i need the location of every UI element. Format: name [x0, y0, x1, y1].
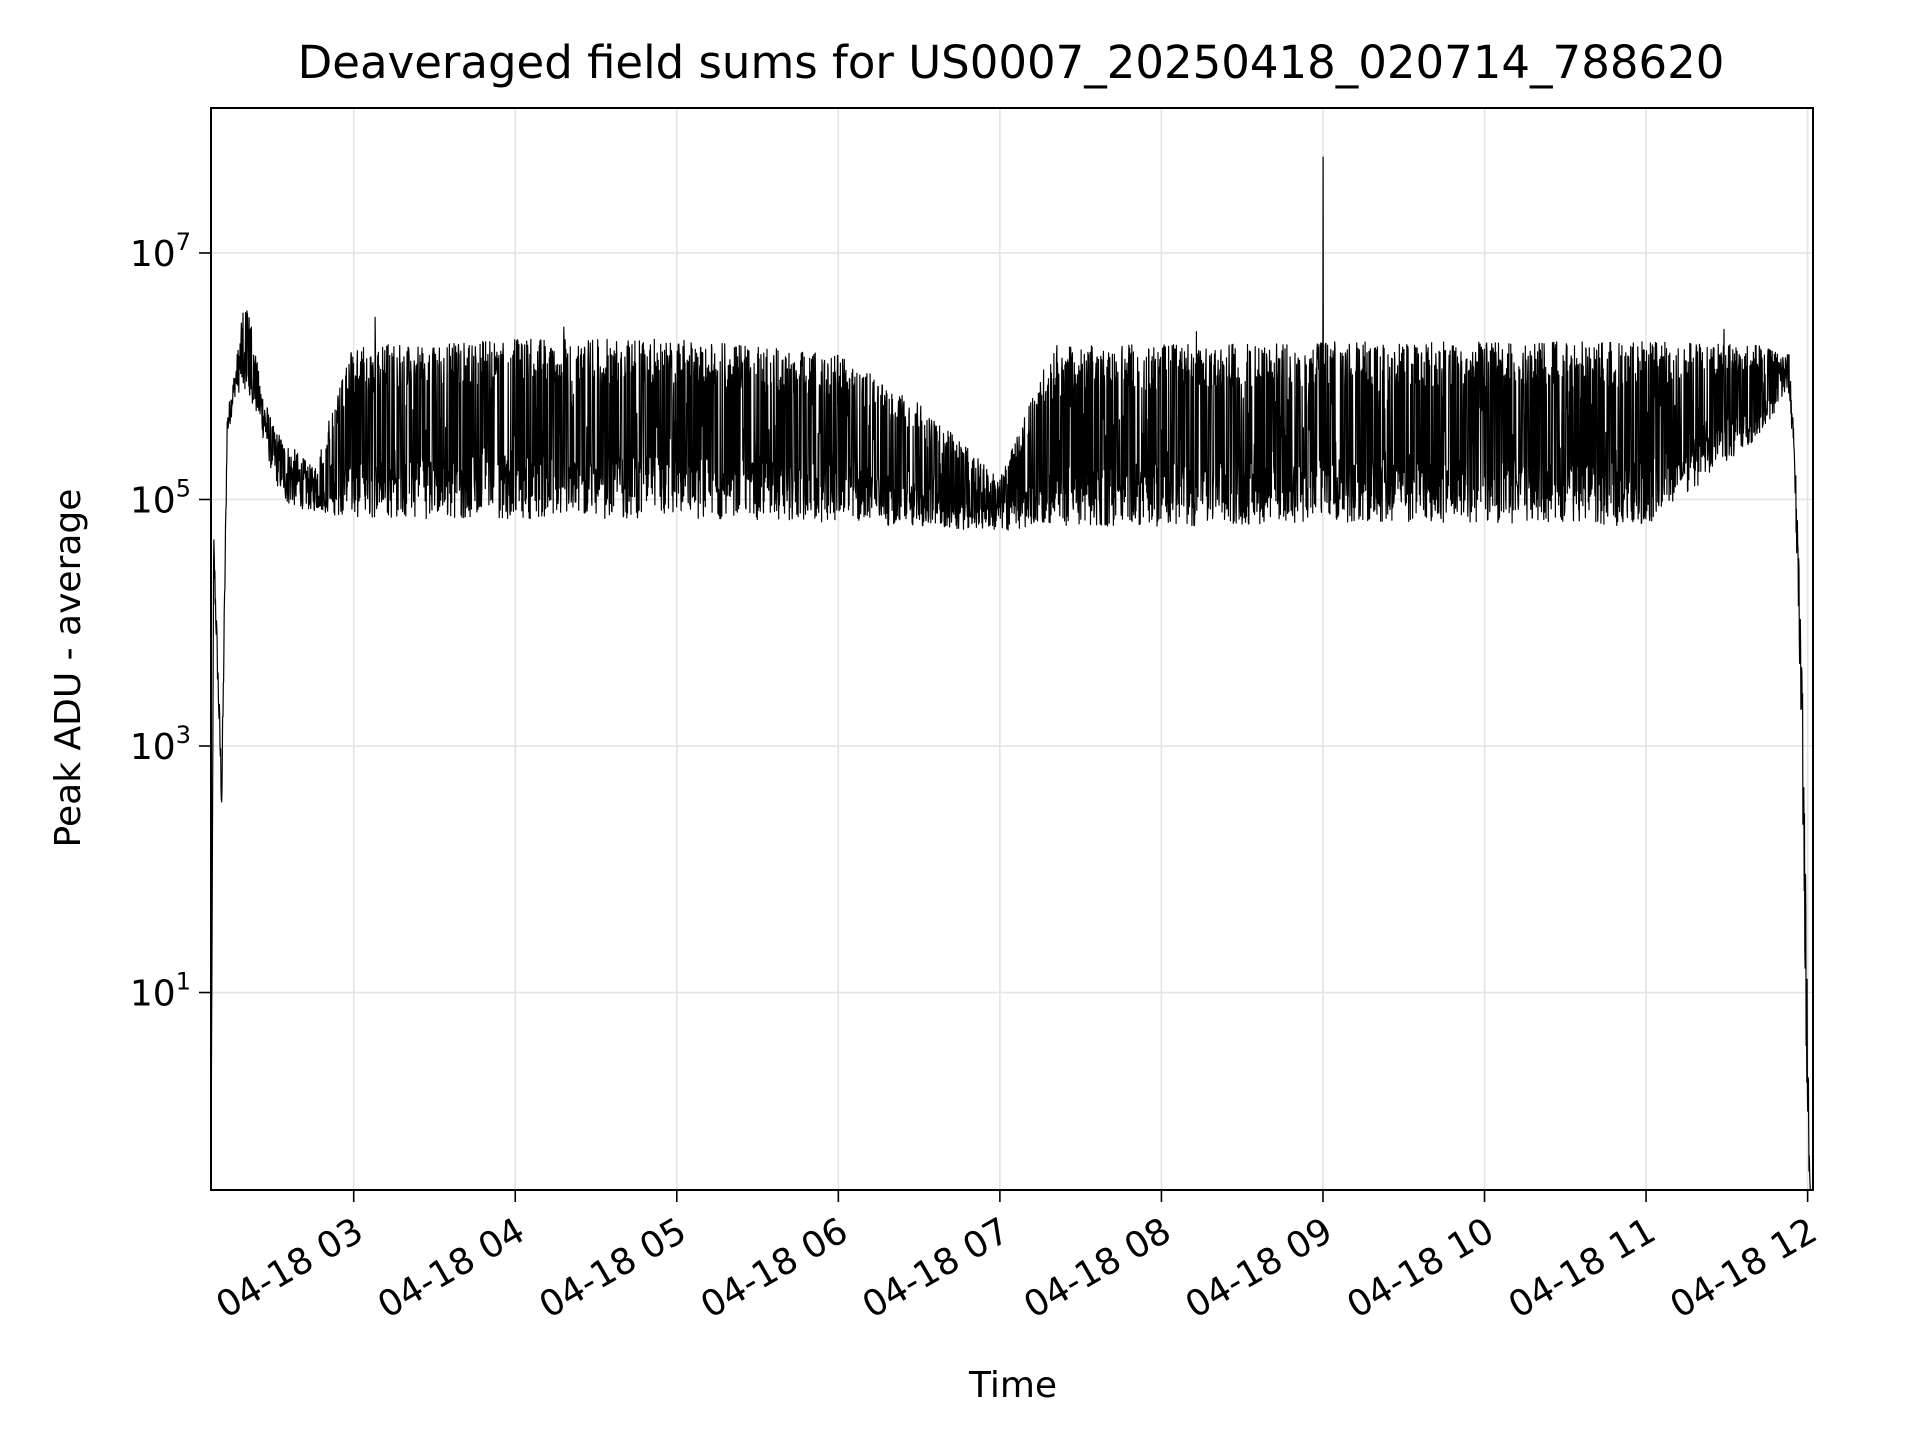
y-axis-label: Peak ADU - average: [48, 489, 89, 848]
plot-frame: [210, 107, 1814, 1191]
y-tick-label: 107: [130, 228, 191, 275]
y-axis: 101 103 105 107: [130, 228, 211, 1015]
chart-title: Deaveraged field sums for US0007_2025041…: [298, 36, 1725, 89]
series-line: [210, 156, 1814, 1191]
y-tick-label: 101: [130, 968, 191, 1015]
plot-area: [210, 156, 1814, 1191]
y-tick-label: 103: [130, 721, 191, 768]
x-axis-label: Time: [968, 1365, 1057, 1406]
y-tick-label: 105: [130, 474, 191, 521]
